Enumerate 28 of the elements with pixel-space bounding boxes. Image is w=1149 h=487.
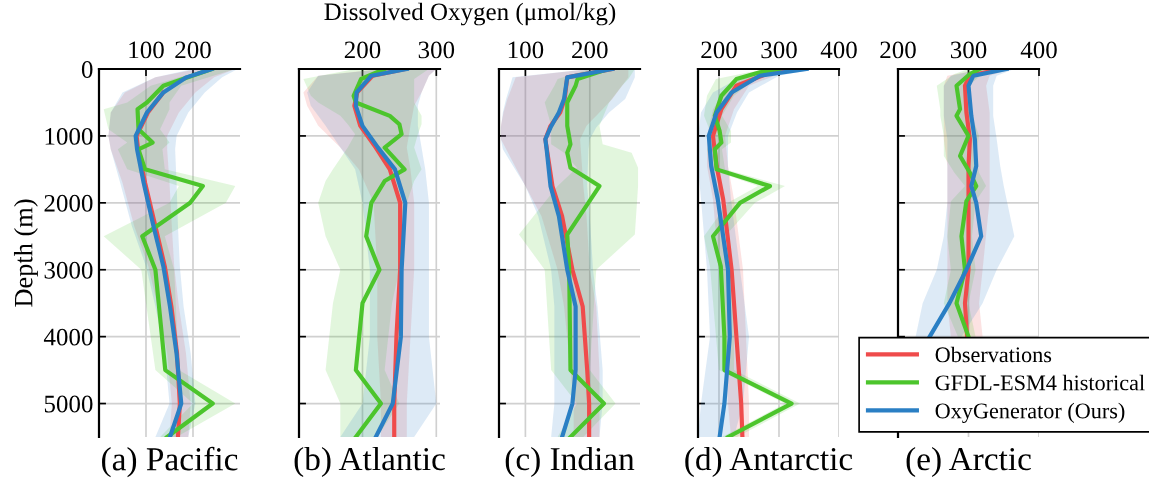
y-tick-label: 5000 (44, 395, 93, 413)
y-axis-title: Depth (m) (13, 199, 38, 307)
x-tick-label: 300 (950, 41, 987, 59)
text: (d) Antarctic (685, 446, 853, 478)
y-tick-label: 3000 (44, 261, 93, 279)
x-tick-label: 200 (880, 41, 916, 59)
x-tick-label: 300 (761, 41, 797, 59)
y-tick-label: 4000 (43, 328, 93, 346)
x-tick-label: 300 (418, 41, 455, 59)
legend-label: Observations (935, 346, 1052, 363)
x-tick-label: 100 (508, 41, 544, 59)
legend-label: GFDL-ESM4 historical (935, 374, 1145, 391)
x-tick-label: 400 (1020, 41, 1057, 59)
x-tick-label: 100 (129, 41, 164, 59)
text: (c) Indian (505, 446, 635, 478)
y-tick-label: 0 (81, 61, 93, 78)
x-tick-label: 200 (175, 41, 211, 59)
text: (a) Pacific (102, 446, 238, 478)
x-tick-label: 200 (344, 41, 381, 59)
x-tick-label: 400 (820, 41, 857, 59)
x-tick-label: 200 (701, 41, 737, 59)
y-tick-label: 2000 (44, 194, 93, 212)
text: (b) Atlantic (294, 446, 445, 478)
legend-label: OxyGenerator (Ours) (935, 402, 1125, 423)
text: (e) Arctic (906, 446, 1031, 478)
x-axis-title: Dissolved Oxygen (μmol/kg) (324, 2, 616, 26)
y-tick-label: 1000 (45, 127, 93, 145)
x-tick-label: 200 (572, 41, 608, 59)
